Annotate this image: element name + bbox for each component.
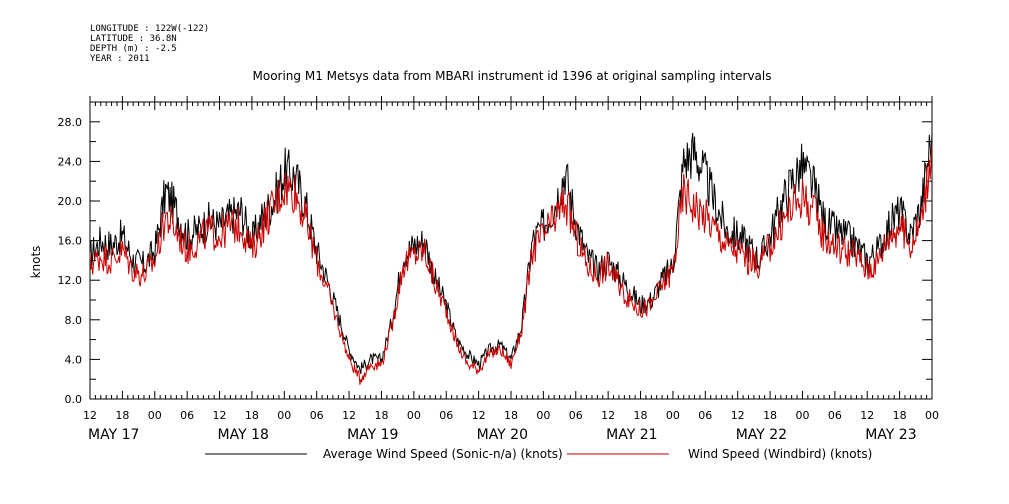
x-tick-label: 12 bbox=[731, 409, 745, 422]
x-tick-label: 18 bbox=[374, 409, 388, 422]
series-line-windbird bbox=[89, 146, 933, 385]
y-tick-label: 4.0 bbox=[65, 353, 83, 366]
x-tick-label: 06 bbox=[180, 409, 194, 422]
y-axis-label: knots bbox=[29, 246, 43, 279]
series-lines bbox=[89, 131, 933, 385]
x-date-label: MAY 21 bbox=[606, 427, 657, 443]
x-tick-label: 18 bbox=[504, 409, 518, 422]
y-axis-ticks: 0.0 4.0 8.0 12.0 16.0 20.0 24.0 28.0 bbox=[58, 101, 932, 406]
meta-latitude: LATITUDE : 36.8N bbox=[90, 34, 177, 44]
x-date-label: MAY 19 bbox=[347, 427, 398, 443]
y-tick-label: 24.0 bbox=[58, 155, 83, 168]
x-tick-label: 06 bbox=[698, 409, 712, 422]
x-tick-label: 12 bbox=[83, 409, 97, 422]
plot-frame bbox=[89, 101, 933, 400]
x-tick-label: 00 bbox=[277, 409, 291, 422]
station-metadata: LONGITUDE : 122W(-122) LATITUDE : 36.8N … bbox=[90, 24, 209, 64]
meta-longitude: LONGITUDE : 122W(-122) bbox=[90, 24, 209, 34]
y-tick-label: 0.0 bbox=[65, 393, 83, 406]
y-tick-label: 20.0 bbox=[58, 195, 83, 208]
meta-year: YEAR : 2011 bbox=[90, 54, 150, 64]
x-date-label: MAY 23 bbox=[865, 427, 916, 443]
y-tick-label: 16.0 bbox=[58, 235, 83, 248]
x-tick-label: 06 bbox=[439, 409, 453, 422]
y-tick-label: 8.0 bbox=[65, 314, 83, 327]
legend-label-windbird: Wind Speed (Windbird) (knots) bbox=[688, 447, 872, 461]
x-tick-label: 18 bbox=[634, 409, 648, 422]
legend-label-sonic: Average Wind Speed (Sonic-n/a) (knots) bbox=[323, 447, 563, 461]
x-tick-label: 00 bbox=[148, 409, 162, 422]
x-tick-label: 18 bbox=[115, 409, 129, 422]
x-date-label: MAY 17 bbox=[88, 427, 139, 443]
x-tick-label: 00 bbox=[925, 409, 939, 422]
x-tick-label: 12 bbox=[860, 409, 874, 422]
x-tick-label: 00 bbox=[666, 409, 680, 422]
x-tick-label: 12 bbox=[213, 409, 227, 422]
x-tick-label: 12 bbox=[601, 409, 615, 422]
x-date-label: MAY 22 bbox=[736, 427, 787, 443]
x-axis-ticks: 12 18 00 06 12 18 00 06 12 18 00 06 12 18 00 06 12 18 00 06… bbox=[83, 96, 939, 443]
x-tick-label: 00 bbox=[536, 409, 550, 422]
x-tick-label: 12 bbox=[472, 409, 486, 422]
y-tick-label: 28.0 bbox=[58, 116, 83, 129]
x-tick-label: 18 bbox=[245, 409, 259, 422]
series-line-sonic bbox=[89, 131, 933, 375]
meta-depth: DEPTH (m) : -2.5 bbox=[90, 44, 177, 54]
x-date-label: MAY 20 bbox=[477, 427, 528, 443]
x-tick-label: 18 bbox=[893, 409, 907, 422]
x-tick-label: 06 bbox=[310, 409, 324, 422]
chart-title: Mooring M1 Metsys data from MBARI instru… bbox=[253, 69, 772, 83]
x-tick-label: 12 bbox=[342, 409, 356, 422]
x-tick-label: 18 bbox=[763, 409, 777, 422]
x-tick-label: 06 bbox=[828, 409, 842, 422]
x-date-label: MAY 18 bbox=[218, 427, 269, 443]
y-tick-label: 12.0 bbox=[58, 274, 83, 287]
legend: Average Wind Speed (Sonic-n/a) (knots) W… bbox=[205, 447, 872, 461]
x-tick-label: 00 bbox=[795, 409, 809, 422]
x-tick-label: 00 bbox=[407, 409, 421, 422]
x-tick-label: 06 bbox=[569, 409, 583, 422]
